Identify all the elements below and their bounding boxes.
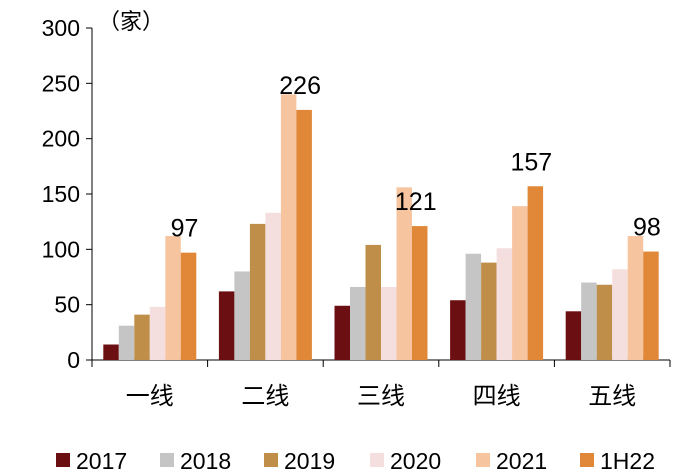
bar-2017-五线 xyxy=(565,311,582,360)
data-labels: 97 226 121 157 98 xyxy=(171,72,661,243)
data-label: 157 xyxy=(510,148,552,176)
legend-swatch xyxy=(476,453,490,467)
legend-label: 2017 xyxy=(76,448,127,474)
bar-2021-一线 xyxy=(165,236,181,360)
y-tick-label: 100 xyxy=(42,236,80,262)
y-axis: 0 50 100 150 200 250 300 xyxy=(42,15,93,373)
x-tick-label: 四线 xyxy=(473,383,521,410)
data-label: 97 xyxy=(171,215,199,243)
legend-item-2018: 2018 xyxy=(160,448,231,474)
bar-1H22-一线 xyxy=(180,252,197,360)
bar-2017-二线 xyxy=(218,291,235,360)
y-tick-label: 300 xyxy=(42,15,80,41)
bar-2019-一线 xyxy=(134,314,150,360)
bar-2017-三线 xyxy=(334,305,350,360)
x-tick-label: 一线 xyxy=(126,383,174,410)
bar-2021-四线 xyxy=(512,206,528,360)
bar-2021-三线 xyxy=(396,187,412,360)
legend-item-2017: 2017 xyxy=(56,448,127,474)
bar-1H22-四线 xyxy=(527,186,544,360)
y-tick-label: 50 xyxy=(54,292,80,318)
x-tick-label: 二线 xyxy=(241,383,289,410)
y-tick-label: 150 xyxy=(42,181,80,207)
bar-2018-五线 xyxy=(581,282,597,360)
legend-swatch xyxy=(370,453,384,467)
legend-label: 2019 xyxy=(284,448,335,474)
bar-1H22-五线 xyxy=(643,251,659,360)
y-tick-label: 250 xyxy=(42,70,80,96)
bar-2020-二线 xyxy=(265,212,281,360)
bar-2019-五线 xyxy=(596,284,613,360)
bar-2020-五线 xyxy=(612,269,628,360)
legend-swatch xyxy=(264,453,278,467)
bar-2020-三线 xyxy=(381,286,397,360)
bar-2018-四线 xyxy=(465,253,482,360)
x-tick-label: 三线 xyxy=(357,383,405,410)
legend-swatch xyxy=(580,453,594,467)
legend-label: 2020 xyxy=(390,448,441,474)
bar-2020-四线 xyxy=(496,248,513,360)
legend-label: 1H22 xyxy=(600,448,655,474)
legend-label: 2021 xyxy=(496,448,547,474)
bar-2018-一线 xyxy=(118,325,135,360)
legend-swatch xyxy=(56,453,70,467)
bar-2019-四线 xyxy=(481,262,497,360)
x-axis: 一线 二线 三线 四线 五线 xyxy=(91,359,671,410)
bar-2021-五线 xyxy=(627,236,644,360)
unit-label: （家） xyxy=(98,9,164,34)
x-tick-label: 五线 xyxy=(588,383,636,410)
bar-2019-三线 xyxy=(365,244,381,360)
bar-2019-二线 xyxy=(249,223,266,360)
y-tick-label: 200 xyxy=(42,126,80,152)
bar-1H22-二线 xyxy=(296,109,312,360)
bars xyxy=(103,94,659,361)
legend: 2017 2018 2019 2020 2021 1H22 xyxy=(56,448,655,474)
legend-item-1H22: 1H22 xyxy=(580,448,655,474)
bar-2017-一线 xyxy=(103,344,119,360)
bar-2018-三线 xyxy=(350,286,366,360)
bar-2020-一线 xyxy=(149,306,166,360)
bar-1H22-三线 xyxy=(412,226,428,360)
bar-2021-二线 xyxy=(280,94,297,361)
data-label: 226 xyxy=(279,72,321,100)
legend-label: 2018 xyxy=(180,448,231,474)
bar-2017-四线 xyxy=(450,300,466,360)
y-tick-label: 0 xyxy=(67,347,80,373)
legend-item-2021: 2021 xyxy=(476,448,547,474)
data-label: 121 xyxy=(395,188,437,216)
legend-item-2020: 2020 xyxy=(370,448,441,474)
legend-item-2019: 2019 xyxy=(264,448,335,474)
bar-2018-二线 xyxy=(234,271,250,360)
data-label: 98 xyxy=(633,214,661,242)
legend-swatch xyxy=(160,453,174,467)
